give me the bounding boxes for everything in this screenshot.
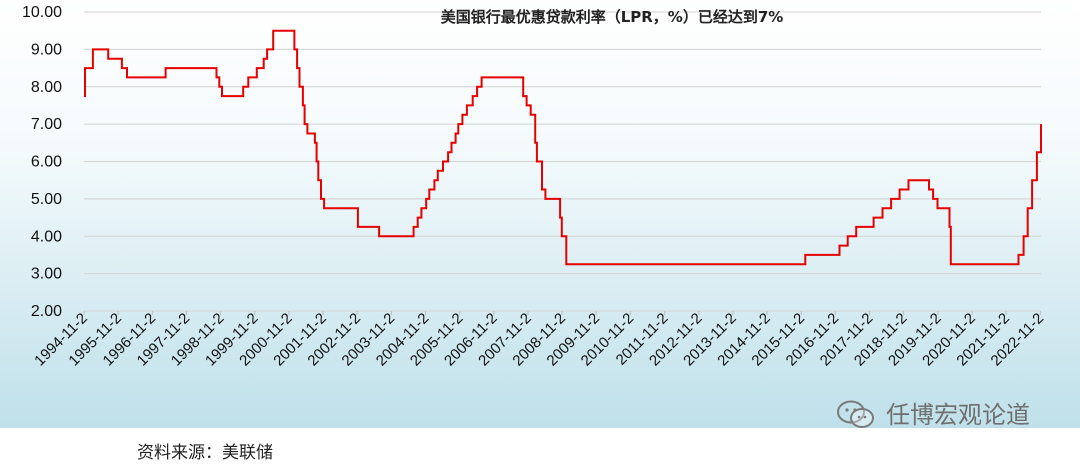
x-axis-ticks: 1994-11-21995-11-21996-11-21997-11-21998… bbox=[31, 310, 1047, 370]
y-tick-label: 5.00 bbox=[31, 191, 62, 208]
y-axis-ticks: 2.00 3.00 4.00 5.00 6.00 7.00 8.00 9.00 10.00 bbox=[22, 4, 62, 320]
chart-panel: 2.00 3.00 4.00 5.00 6.00 7.00 8.00 9.00 10.00 19… bbox=[0, 0, 1080, 428]
chart-title: 美国银行最优惠贷款利率（LPR，%）已经达到7% bbox=[441, 8, 784, 26]
y-tick-label: 10.00 bbox=[22, 4, 62, 21]
series-line-0 bbox=[84, 29, 1042, 266]
wechat-icon bbox=[837, 400, 874, 428]
grid-lines bbox=[84, 11, 1041, 312]
y-tick-label: 7.00 bbox=[31, 116, 62, 133]
line-chart: 2.00 3.00 4.00 5.00 6.00 7.00 8.00 9.00 10.00 19… bbox=[22, 4, 1047, 428]
y-tick-label: 4.00 bbox=[31, 228, 62, 245]
y-tick-label: 2.00 bbox=[31, 303, 62, 320]
y-tick-label: 3.00 bbox=[31, 266, 62, 283]
source-note: 资料来源：美联储 bbox=[137, 443, 273, 463]
series-layer bbox=[84, 29, 1042, 266]
y-tick-label: 8.00 bbox=[31, 79, 62, 96]
watermark-text: 任博宏观论道 bbox=[886, 401, 1030, 428]
y-tick-label: 9.00 bbox=[31, 41, 62, 58]
y-tick-label: 6.00 bbox=[31, 154, 62, 171]
watermark: 任博宏观论道 bbox=[837, 400, 1030, 428]
